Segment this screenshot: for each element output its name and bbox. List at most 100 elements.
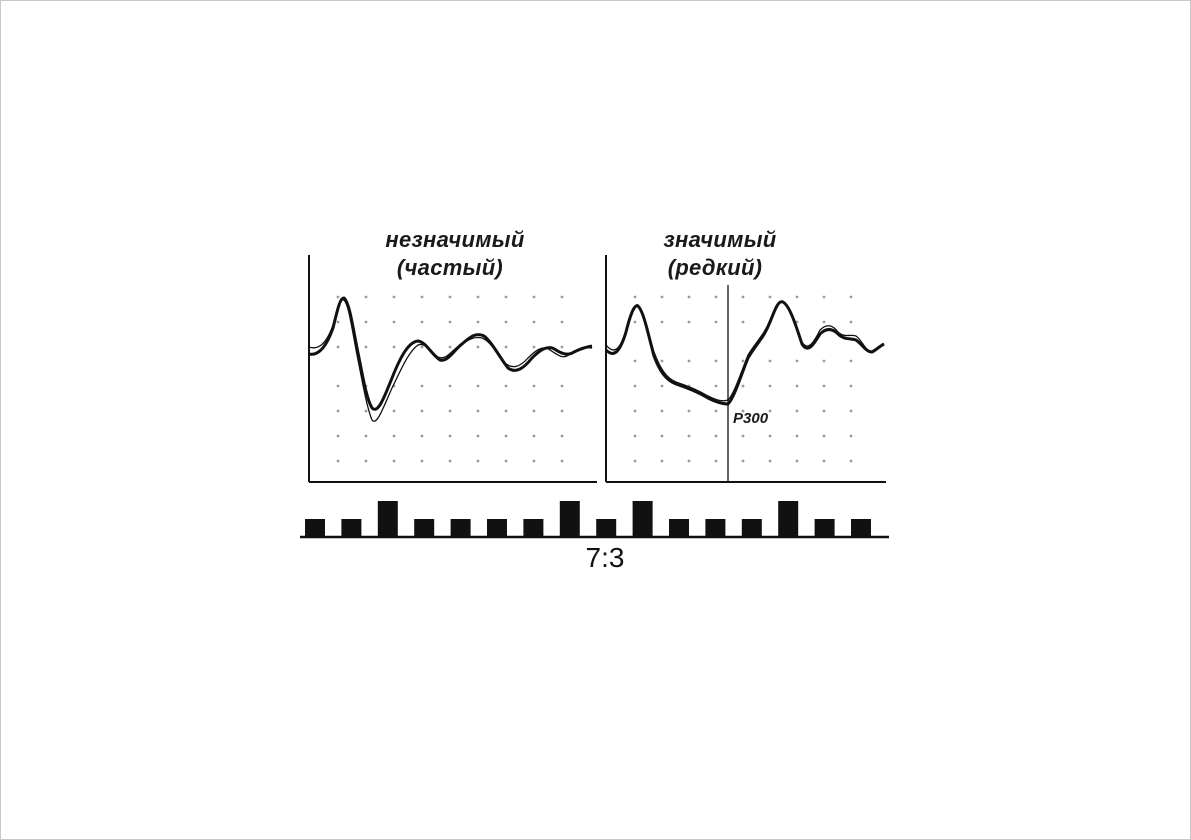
grid-dot xyxy=(660,434,664,438)
grid-dot xyxy=(822,320,826,324)
grid-dot xyxy=(364,459,368,463)
grid-dot xyxy=(448,384,452,388)
grid-dot xyxy=(504,384,508,388)
grid-dot xyxy=(714,359,718,363)
grid-dot xyxy=(476,384,480,388)
grid-dot xyxy=(476,409,480,413)
grid-dot xyxy=(504,459,508,463)
grid-dot xyxy=(448,459,452,463)
grid-dot xyxy=(364,434,368,438)
frequent-stimulus-bar xyxy=(450,519,471,537)
grid-dot xyxy=(364,409,368,413)
grid-dot xyxy=(633,459,637,463)
grid-dot xyxy=(795,359,799,363)
right-panel-title-line1: значимый xyxy=(663,227,777,252)
grid-dot xyxy=(560,320,564,324)
grid-dot xyxy=(795,384,799,388)
grid-dot xyxy=(633,359,637,363)
frequent-stimulus-bar xyxy=(305,519,325,537)
frequent-stimulus-bar xyxy=(669,519,689,537)
grid-dot xyxy=(714,295,718,299)
right-panel xyxy=(604,255,886,483)
grid-dot xyxy=(504,409,508,413)
grid-dot xyxy=(660,409,664,413)
grid-dot xyxy=(532,384,536,388)
grid-dot xyxy=(532,409,536,413)
grid-dot xyxy=(420,345,424,349)
grid-dot xyxy=(504,345,508,349)
grid-dot xyxy=(660,295,664,299)
grid-dot xyxy=(768,434,772,438)
grid-dot xyxy=(504,434,508,438)
frequent-stimulus-bar xyxy=(487,519,507,537)
frequent-stimulus-bar xyxy=(851,519,871,537)
grid-dot xyxy=(849,295,853,299)
p300-label: P300 xyxy=(733,410,769,427)
grid-dot xyxy=(687,320,691,324)
grid-dot xyxy=(560,434,564,438)
grid-dot xyxy=(336,345,340,349)
grid-dot xyxy=(822,434,826,438)
grid-dot xyxy=(849,459,853,463)
right-panel-title-line2: (редкий) xyxy=(667,255,763,280)
grid-dot xyxy=(795,409,799,413)
grid-dot xyxy=(822,295,826,299)
grid-dot xyxy=(504,295,508,299)
grid-dot xyxy=(476,434,480,438)
grid-dot xyxy=(660,459,664,463)
grid-dot xyxy=(633,384,637,388)
rare-stimulus-bar xyxy=(778,501,799,537)
grid-dot xyxy=(687,295,691,299)
grid-dot xyxy=(849,409,853,413)
grid-dot xyxy=(560,295,564,299)
grid-dot xyxy=(336,434,340,438)
left-panel-title-line1: незначимый xyxy=(385,227,525,252)
grid-dot xyxy=(714,320,718,324)
grid-dot xyxy=(795,459,799,463)
grid-dot xyxy=(392,434,396,438)
grid-dot xyxy=(768,295,772,299)
left-trace-thick xyxy=(308,296,593,411)
grid-dot xyxy=(795,295,799,299)
grid-dot xyxy=(476,295,480,299)
grid-dot xyxy=(633,434,637,438)
frequent-stimulus-bar xyxy=(705,519,726,537)
grid-dot xyxy=(822,409,826,413)
grid-dot xyxy=(768,409,772,413)
grid-dot xyxy=(795,434,799,438)
grid-dot xyxy=(849,320,853,324)
grid-dot xyxy=(741,459,745,463)
grid-dot xyxy=(448,320,452,324)
grid-dot xyxy=(392,320,396,324)
grid-dot xyxy=(420,295,424,299)
grid-dot xyxy=(687,459,691,463)
grid-dot xyxy=(633,409,637,413)
grid-dot xyxy=(364,295,368,299)
grid-dot xyxy=(448,409,452,413)
grid-dot xyxy=(532,459,536,463)
grid-dot xyxy=(532,295,536,299)
grid-dot xyxy=(741,434,745,438)
grid-dot xyxy=(741,295,745,299)
rare-stimulus-bar xyxy=(559,501,580,537)
grid-dot xyxy=(448,345,452,349)
grid-dot xyxy=(476,320,480,324)
grid-dot xyxy=(336,320,340,324)
grid-dot xyxy=(660,359,664,363)
grid-dot xyxy=(741,359,745,363)
grid-dot xyxy=(822,384,826,388)
frequent-stimulus-bar xyxy=(341,519,362,537)
grid-dot xyxy=(741,409,745,413)
grid-dot xyxy=(660,384,664,388)
grid-dot xyxy=(714,409,718,413)
grid-dot xyxy=(392,409,396,413)
grid-dot xyxy=(560,345,564,349)
rare-stimulus-bar xyxy=(632,501,653,537)
grid-dot xyxy=(420,320,424,324)
grid-dot xyxy=(420,409,424,413)
grid-dot xyxy=(560,384,564,388)
right-trace-thick xyxy=(604,300,885,406)
grid-dot xyxy=(633,320,637,324)
